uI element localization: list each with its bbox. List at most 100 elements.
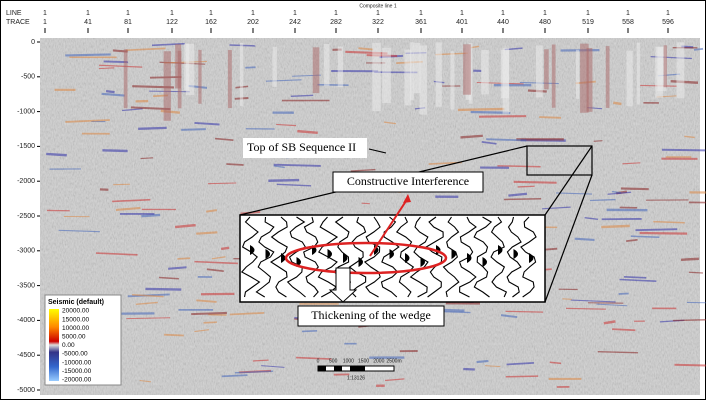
scale-label: 0: [317, 358, 320, 364]
reflector: [141, 158, 154, 159]
reflector: [208, 183, 236, 184]
depth-label: -1000: [17, 108, 35, 115]
legend-value: -20000.00: [62, 377, 92, 384]
line-value: 1: [86, 10, 90, 17]
line-value: 1: [209, 10, 213, 17]
top-band: [536, 45, 543, 97]
scale-label: 1500: [358, 358, 369, 364]
reflector: [689, 272, 703, 273]
top-band: [450, 51, 454, 109]
top-band: [186, 44, 194, 95]
top-band: [382, 48, 391, 103]
top-band: [606, 46, 610, 108]
trace-value: 440: [497, 19, 509, 26]
depth-label: -2500: [17, 213, 35, 220]
top-band: [372, 43, 380, 111]
top-band: [175, 44, 181, 88]
reflector: [463, 369, 475, 370]
line-value: 1: [251, 10, 255, 17]
line-value: 1: [293, 10, 297, 17]
reflector: [196, 232, 217, 233]
tab-label: Composite line 1: [359, 3, 396, 9]
line-value: 1: [586, 10, 590, 17]
reflector: [635, 229, 677, 230]
top-band: [436, 42, 442, 106]
reflector: [297, 131, 317, 133]
top-band: [198, 50, 201, 104]
colorbar: [49, 309, 59, 381]
trace-value: 322: [372, 19, 384, 26]
reflector: [640, 233, 688, 234]
depth-label: -3500: [17, 282, 35, 289]
legend-value: 15000.00: [62, 316, 89, 323]
reflector: [539, 117, 561, 118]
reflector: [65, 54, 110, 55]
reflector: [102, 150, 127, 151]
reflector: [562, 299, 571, 300]
reflector: [268, 180, 299, 181]
line-value: 1: [126, 10, 130, 17]
top-band: [637, 43, 640, 105]
top-band: [627, 51, 633, 107]
trace-value: 596: [662, 19, 674, 26]
top-band: [313, 47, 320, 93]
reflector: [245, 67, 255, 68]
line-value: 1: [501, 10, 505, 17]
line-label: LINE: [6, 10, 22, 17]
reflector: [204, 322, 217, 323]
trace-value: 242: [289, 19, 301, 26]
top-band: [272, 47, 276, 87]
trace-value: 282: [330, 19, 342, 26]
reflector: [674, 365, 706, 366]
top-band: [240, 43, 243, 106]
reflector: [497, 166, 540, 167]
top-band: [655, 47, 663, 98]
trace-value: 361: [415, 19, 427, 26]
line-value: 1: [43, 10, 47, 17]
legend-value: -5000.00: [62, 351, 88, 358]
line-value: 1: [170, 10, 174, 17]
reflector: [631, 236, 660, 237]
top-band: [414, 43, 421, 93]
depth-label: -500: [21, 74, 35, 81]
line-value: 1: [460, 10, 464, 17]
top-band: [338, 47, 343, 88]
scale-label: 1000: [343, 358, 354, 364]
reflector: [624, 277, 646, 278]
top-band: [324, 44, 329, 86]
depth-label: -4500: [17, 352, 35, 359]
legend-value: 0.00: [62, 342, 75, 349]
reflector: [479, 116, 526, 117]
reflector: [601, 226, 630, 227]
depth-label: -4000: [17, 317, 35, 324]
annotation: Top of SB Sequence II: [247, 140, 356, 154]
legend-value: 10000.00: [62, 325, 89, 332]
trace-value: 558: [622, 19, 634, 26]
reflector: [221, 248, 229, 249]
line-value: 1: [666, 10, 670, 17]
reflector: [575, 239, 595, 240]
scale-label: 2500m: [386, 358, 401, 364]
reflector: [191, 313, 227, 314]
line-value: 1: [626, 10, 630, 17]
trace-value: 1: [43, 19, 47, 26]
top-band: [481, 50, 489, 94]
depth-label: -3000: [17, 248, 35, 255]
reflector: [106, 91, 115, 92]
trace-value: 81: [124, 19, 132, 26]
top-band: [420, 45, 427, 114]
trace-value: 401: [456, 19, 468, 26]
trace-value: 480: [539, 19, 551, 26]
reflector: [694, 49, 703, 50]
reflector: [514, 182, 557, 183]
top-band: [164, 51, 171, 121]
reflector: [145, 289, 181, 290]
legend-value: 5000.00: [62, 334, 86, 341]
reflector: [46, 154, 67, 155]
top-band: [676, 42, 684, 98]
line-value: 1: [419, 10, 423, 17]
line-value: 1: [376, 10, 380, 17]
top-band: [228, 50, 232, 108]
trace-value: 519: [582, 19, 594, 26]
